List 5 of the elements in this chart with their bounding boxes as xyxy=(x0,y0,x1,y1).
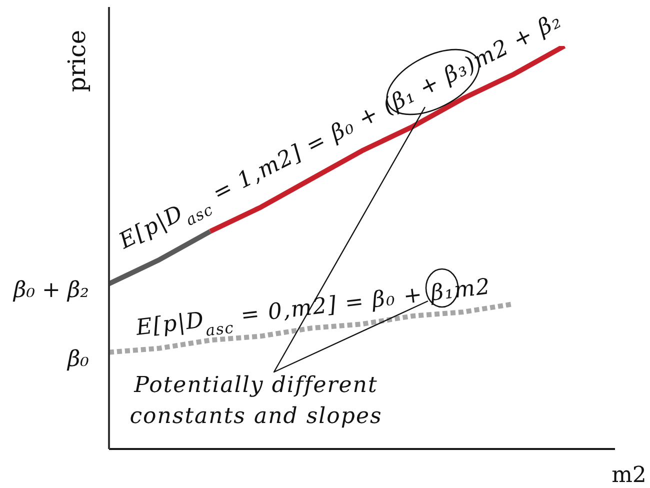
y-axis-title: price xyxy=(63,30,91,92)
text: β₀ xyxy=(66,347,90,372)
text: β₀ + β₂ xyxy=(12,278,89,303)
x-axis-title: m2 xyxy=(612,463,646,488)
annotation: Potentially different constants and slopes xyxy=(130,373,382,429)
